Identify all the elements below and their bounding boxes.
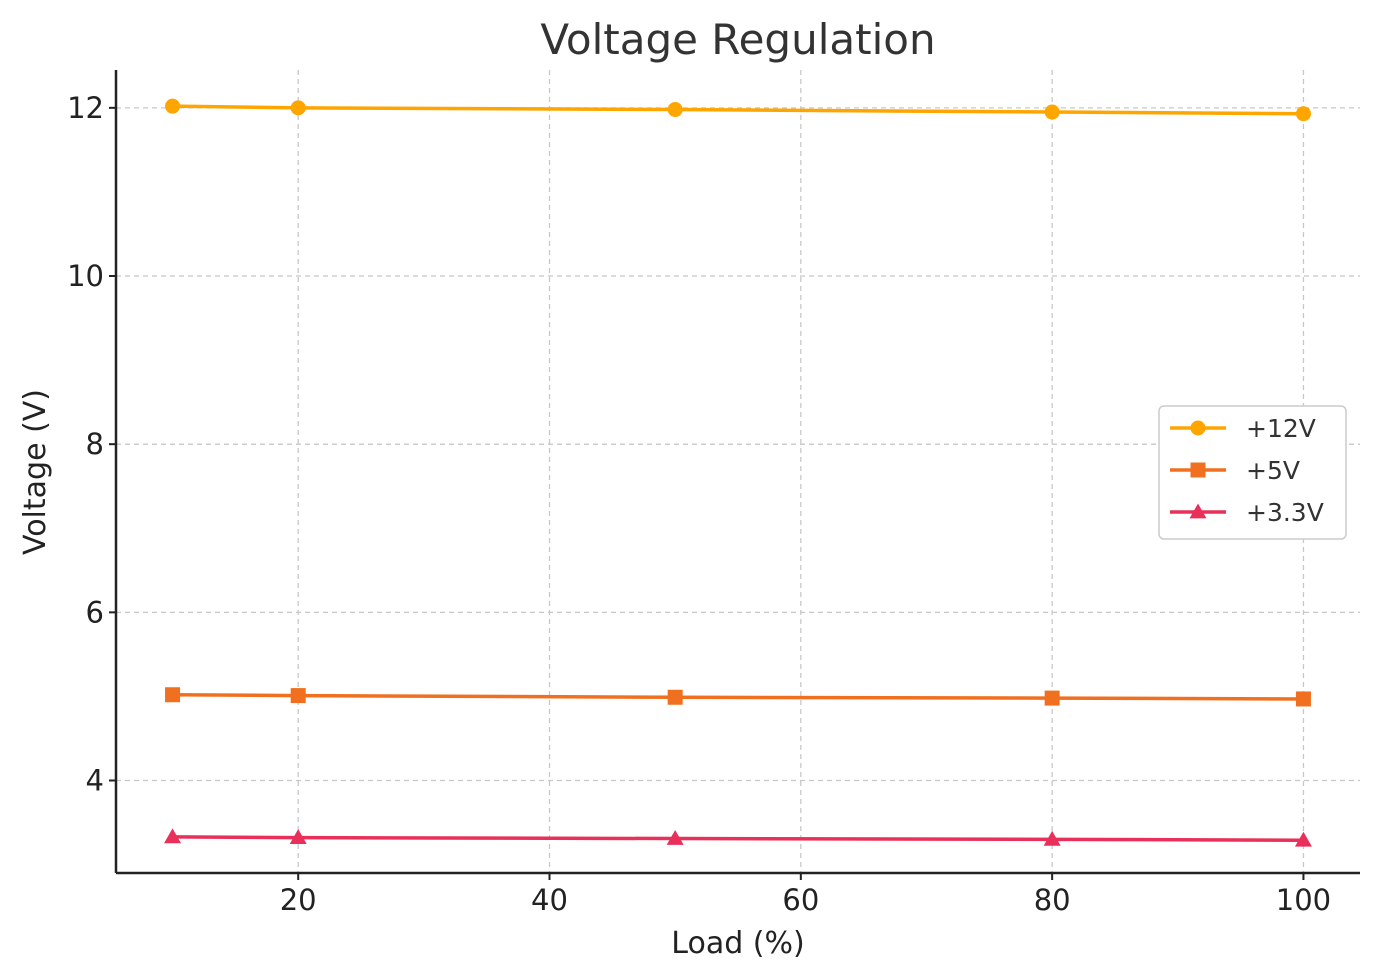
- legend-marker: [1189, 503, 1207, 519]
- y-tick-label: 8: [86, 427, 104, 461]
- series-line: [172, 835, 1304, 842]
- x-tick-label: 80: [1034, 883, 1071, 917]
- legend-frame: [1158, 405, 1347, 540]
- x-tick-label: 20: [280, 883, 317, 917]
- series-group: [164, 98, 1312, 847]
- data-point: [1295, 691, 1311, 707]
- legend-label: +12V: [1246, 414, 1316, 443]
- data-point: [165, 98, 181, 114]
- legend-marker: [1190, 462, 1206, 478]
- x-tick-label: 40: [531, 883, 568, 917]
- y-tick-label: 4: [86, 764, 104, 798]
- data-point: [289, 829, 307, 845]
- series-line: [172, 692, 1304, 701]
- data-point: [165, 687, 181, 703]
- legend-item: +3.3V: [1170, 498, 1324, 527]
- chart-title: Voltage Regulation: [540, 15, 935, 64]
- x-ticks: 20 40 60 80 100: [280, 873, 1331, 917]
- data-point: [1043, 830, 1061, 846]
- grid-lines: [116, 70, 1360, 873]
- x-tick-label: 60: [782, 883, 819, 917]
- y-tick-label: 6: [86, 595, 104, 629]
- data-point: [290, 100, 306, 116]
- series-+12V: [165, 98, 1311, 122]
- legend-item: +12V: [1170, 414, 1316, 443]
- axes: [114, 70, 1360, 875]
- data-point: [1295, 106, 1311, 122]
- series-+3.3V: [164, 828, 1312, 847]
- data-point: [666, 830, 684, 845]
- data-point: [667, 102, 683, 118]
- legend-item: +5V: [1170, 456, 1300, 485]
- data-point: [667, 689, 683, 705]
- y-axis-label: Voltage (V): [18, 389, 53, 555]
- legend: +12V +5V +3.3V: [1158, 405, 1347, 540]
- y-tick-label: 12: [67, 91, 104, 125]
- y-ticks: 4 6 8 10 12: [67, 91, 116, 798]
- data-point: [1044, 690, 1060, 706]
- x-axis-label: Load (%): [671, 926, 804, 961]
- x-tick-label: 100: [1276, 883, 1331, 917]
- legend-label: +5V: [1246, 456, 1300, 485]
- legend-marker: [1190, 420, 1206, 436]
- series-+5V: [165, 687, 1311, 707]
- data-point: [1044, 104, 1060, 120]
- data-point: [290, 688, 306, 704]
- legend-label: +3.3V: [1246, 498, 1324, 527]
- data-point: [1294, 831, 1312, 847]
- y-tick-label: 10: [67, 259, 104, 293]
- data-point: [164, 828, 182, 844]
